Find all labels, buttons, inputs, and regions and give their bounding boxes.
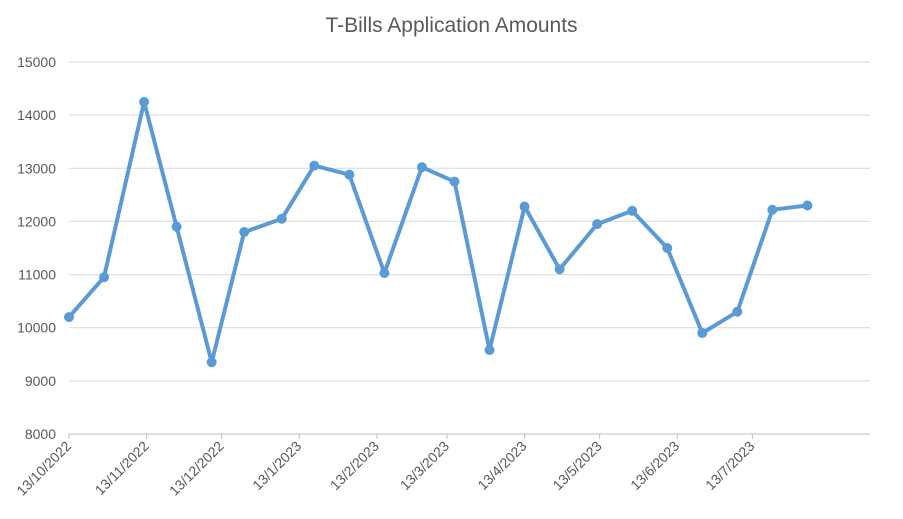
data-point: [99, 272, 110, 283]
data-point: [697, 328, 708, 339]
data-point: [627, 205, 638, 216]
x-tick-label: 13/1/2023: [249, 438, 305, 494]
data-point: [732, 306, 743, 317]
data-point: [344, 169, 355, 180]
data-point: [416, 162, 427, 173]
data-point: [592, 219, 603, 230]
x-tick-label: 13/10/2022: [13, 438, 74, 499]
y-tick-label: 15000: [17, 54, 56, 70]
data-point: [379, 267, 390, 278]
data-point: [206, 357, 217, 368]
data-point: [554, 264, 565, 275]
data-point: [276, 213, 287, 224]
data-point: [139, 96, 150, 107]
y-tick-label: 13000: [17, 160, 56, 176]
y-tick-label: 12000: [17, 213, 56, 229]
y-tick-label: 8000: [25, 426, 56, 442]
x-tick-label: 13/12/2022: [166, 438, 227, 499]
data-point: [519, 201, 530, 212]
chart-title: T-Bills Application Amounts: [325, 14, 578, 37]
x-tick-label: 13/2/2023: [327, 438, 383, 494]
data-point: [802, 200, 813, 211]
y-tick-label: 9000: [25, 373, 56, 389]
x-tick-label: 13/3/2023: [397, 438, 453, 494]
data-point: [767, 204, 778, 215]
x-tick-label: 13/7/2023: [702, 438, 758, 494]
data-point: [662, 243, 673, 253]
data-point: [171, 221, 182, 232]
data-point: [309, 160, 320, 171]
series-line: [67, 99, 810, 365]
data-point: [239, 227, 250, 238]
y-tick-label: 14000: [17, 107, 56, 123]
x-tick-label: 13/5/2023: [549, 438, 605, 494]
x-tick-label: 13/6/2023: [627, 438, 683, 494]
x-tick-label: 13/4/2023: [474, 438, 530, 494]
y-tick-label: 10000: [17, 320, 56, 336]
data-point: [64, 312, 74, 323]
data-point: [484, 345, 495, 356]
x-tick-label: 13/11/2022: [92, 438, 152, 498]
data-point: [449, 176, 460, 187]
y-tick-label: 11000: [18, 267, 56, 283]
